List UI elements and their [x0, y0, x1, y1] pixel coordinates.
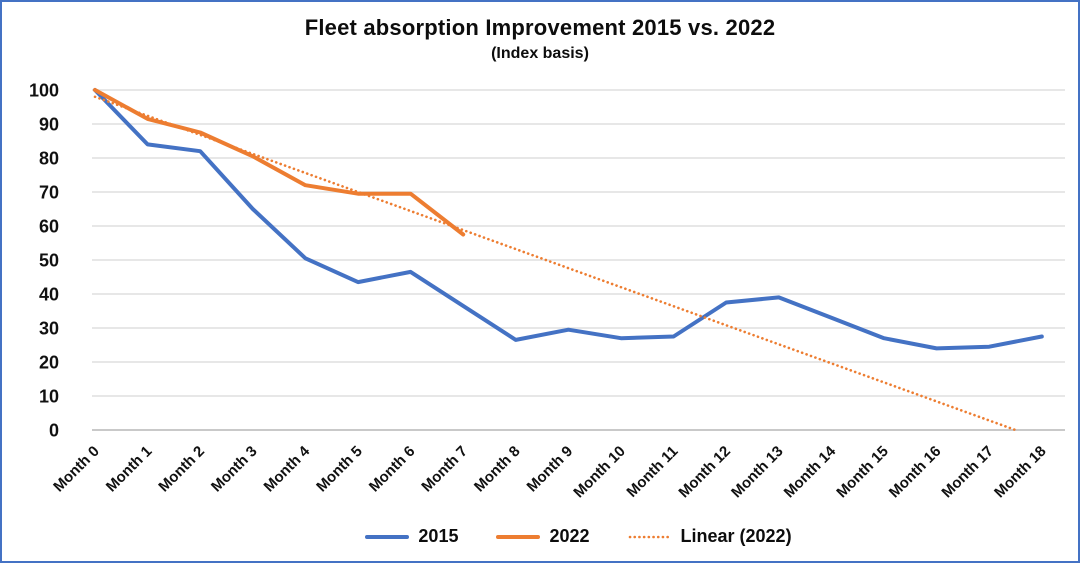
x-axis-labels: Month 0 Month 1 Month 2 Month 3 Month 4 Month…: [50, 442, 1049, 501]
y-tick-label: 30: [39, 319, 59, 339]
x-tick-label: Month 6: [366, 443, 419, 496]
x-tick-label: Month 5: [313, 443, 366, 496]
x-tick-label: Month 12: [675, 443, 734, 502]
x-tick-label: Month 18: [991, 443, 1050, 502]
y-tick-label: 40: [39, 285, 59, 305]
y-tick-label: 0: [49, 421, 59, 441]
legend-label: 2015: [418, 526, 459, 546]
y-tick-label: 90: [39, 115, 59, 135]
y-tick-label: 10: [39, 387, 59, 407]
y-axis-labels: 0 10 20 30 40 50 60 70 80 90 100: [29, 81, 59, 441]
x-tick-label: Month 14: [781, 442, 840, 501]
y-tick-label: 50: [39, 251, 59, 271]
y-tick-label: 70: [39, 183, 59, 203]
legend-swatch-dotted-line: [628, 535, 671, 538]
x-tick-label: Month 9: [524, 443, 577, 496]
series-line-2015: [93, 88, 1044, 351]
y-tick-label: 20: [39, 353, 59, 373]
y-tick-label: 100: [29, 81, 59, 101]
legend-label: Linear (2022): [680, 526, 792, 546]
x-tick-label: Month 10: [570, 443, 629, 502]
x-tick-label: Month 15: [833, 443, 892, 502]
y-tick-label: 80: [39, 149, 59, 169]
x-tick-label: Month 13: [728, 443, 787, 502]
x-tick-label: Month 8: [471, 443, 524, 496]
x-tick-label: Month 17: [938, 443, 997, 502]
chart-subtitle: (Index basis): [491, 45, 589, 62]
chart-title: Fleet absorption Improvement 2015 vs. 20…: [304, 15, 776, 40]
legend-swatch-line: [496, 534, 541, 539]
legend-item-2022: 2022: [496, 526, 590, 547]
y-tick-label: 60: [39, 217, 59, 237]
gridlines: [92, 89, 1065, 431]
x-tick-label: Month 1: [103, 443, 156, 496]
x-tick-label: Month 2: [155, 443, 208, 496]
chart-legend: 2015 2022 Linear (2022): [92, 526, 1065, 547]
legend-label: 2022: [549, 526, 590, 546]
x-tick-label: Month 16: [886, 443, 945, 502]
x-tick-label: Month 11: [623, 443, 681, 501]
legend-item-2015: 2015: [365, 526, 458, 547]
x-tick-label: Month 0: [50, 443, 103, 496]
legend-item-Linear (2022): Linear (2022): [628, 526, 792, 547]
x-tick-label: Month 7: [418, 443, 471, 496]
trendline-linear-2022: [93, 95, 1017, 432]
legend-swatch-line: [365, 534, 410, 539]
x-tick-label: Month 4: [261, 442, 314, 495]
series-line-2022: [93, 88, 466, 237]
x-tick-label: Month 3: [208, 443, 261, 496]
